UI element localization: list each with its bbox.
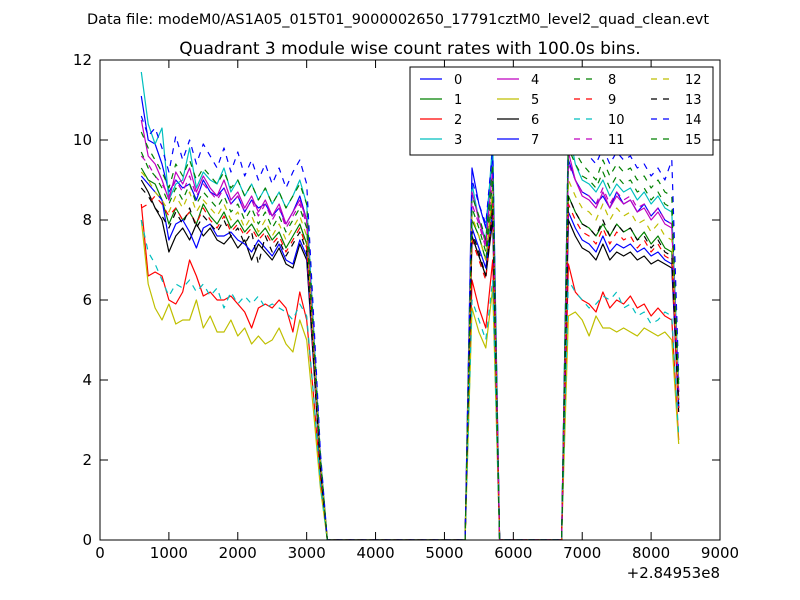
series-line-14 <box>140 115 680 540</box>
series-line-1 <box>140 167 680 540</box>
series-line-3 <box>140 71 680 540</box>
series-line-13 <box>140 187 680 540</box>
series-line-2 <box>140 203 680 540</box>
legend-label-3: 3 <box>454 133 462 148</box>
axis-ticks: 0 1000 2000 3000 4000 5000 6000 7000 8000 9000 0 2 4… <box>73 51 739 562</box>
x-tick-label: 2000 <box>219 544 257 562</box>
series-line-12 <box>140 171 680 540</box>
legend-label-1: 1 <box>454 93 462 108</box>
legend-label-14: 14 <box>685 113 702 128</box>
series-line-15 <box>140 147 680 540</box>
legend-label-15: 15 <box>685 133 702 148</box>
legend-label-10: 10 <box>608 113 625 128</box>
legend-label-0: 0 <box>454 73 462 88</box>
x-tick-label: 8000 <box>632 544 670 562</box>
legend-label-12: 12 <box>685 73 702 88</box>
y-tick-label: 10 <box>73 131 92 149</box>
x-tick-label: 1000 <box>150 544 188 562</box>
legend-box <box>409 66 714 156</box>
x-tick-label: 0 <box>95 544 105 562</box>
legend-label-2: 2 <box>454 113 462 128</box>
chart-title: Quadrant 3 module wise count rates with … <box>179 39 640 59</box>
x-tick-label: 9000 <box>701 544 739 562</box>
y-tick-label: 4 <box>82 371 92 389</box>
series-line-10 <box>140 219 680 540</box>
y-tick-label: 2 <box>82 451 92 469</box>
y-tick-label: 0 <box>82 531 92 549</box>
series-layer <box>140 71 680 540</box>
series-line-7 <box>140 175 680 540</box>
x-tick-label: 4000 <box>356 544 394 562</box>
legend-label-4: 4 <box>531 73 539 88</box>
x-tick-label: 7000 <box>563 544 601 562</box>
series-line-9 <box>140 195 680 540</box>
legend-label-7: 7 <box>531 133 539 148</box>
series-line-0 <box>140 95 680 540</box>
x-tick-label: 6000 <box>494 544 532 562</box>
series-line-4 <box>140 119 680 540</box>
series-line-5 <box>140 219 680 540</box>
chart-suptitle: Data file: modeM0/AS1A05_015T01_90000026… <box>87 12 709 28</box>
y-tick-label: 8 <box>82 211 92 229</box>
y-tick-label: 12 <box>73 51 92 69</box>
legend-label-9: 9 <box>608 93 616 108</box>
legend-label-8: 8 <box>608 73 616 88</box>
series-line-6 <box>140 179 680 540</box>
legend-label-5: 5 <box>531 93 539 108</box>
legend-label-6: 6 <box>531 113 539 128</box>
series-line-11 <box>140 155 680 540</box>
legend-label-13: 13 <box>685 93 702 108</box>
legend-label-11: 11 <box>608 133 625 148</box>
series-line-8 <box>140 131 680 540</box>
x-tick-label: 5000 <box>425 544 463 562</box>
x-offset-label: +2.84953e8 <box>627 564 720 582</box>
y-tick-label: 6 <box>82 291 92 309</box>
x-tick-label: 3000 <box>288 544 326 562</box>
